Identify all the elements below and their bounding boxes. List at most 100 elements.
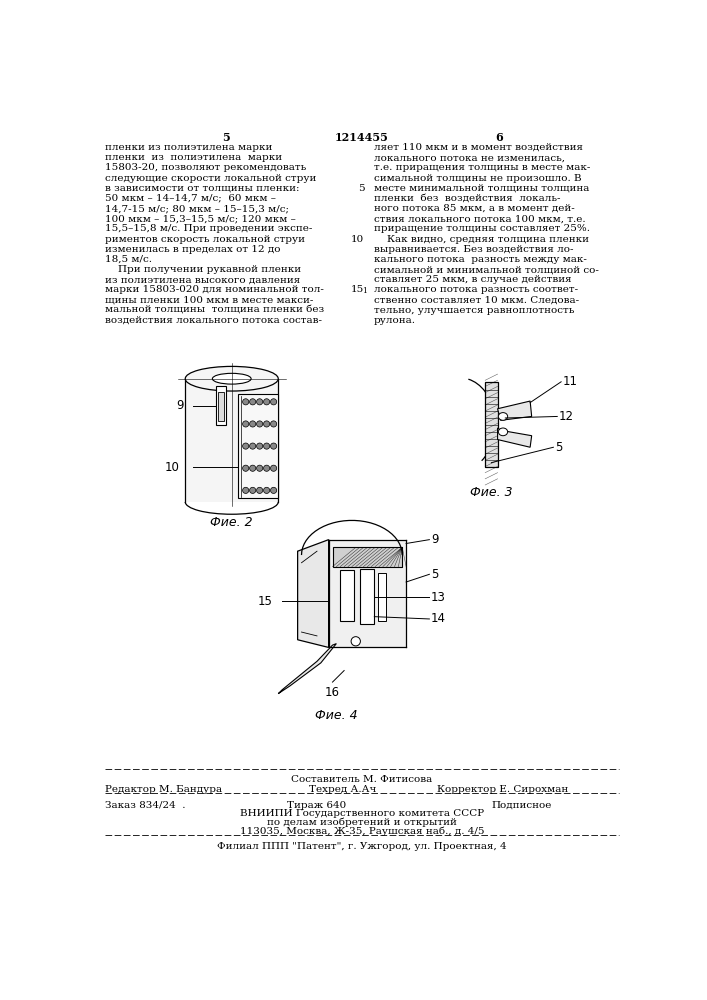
Circle shape [243, 443, 249, 449]
Text: по делам изобретений и открытий: по делам изобретений и открытий [267, 818, 457, 827]
Circle shape [257, 399, 263, 405]
Text: 11: 11 [563, 375, 578, 388]
Text: Фиe. 2: Фиe. 2 [211, 516, 253, 529]
Text: Тираж 640: Тираж 640 [287, 801, 346, 810]
Circle shape [250, 465, 256, 471]
Text: ственно составляет 10 мкм. Следова-: ственно составляет 10 мкм. Следова- [373, 296, 579, 305]
Circle shape [257, 465, 263, 471]
Circle shape [243, 421, 249, 427]
Text: Составитель М. Фитисова: Составитель М. Фитисова [291, 775, 433, 784]
Text: риментов скорость локальной струи: риментов скорость локальной струи [105, 235, 305, 244]
Circle shape [243, 465, 249, 471]
Circle shape [243, 487, 249, 493]
Circle shape [264, 487, 270, 493]
Text: 18,5 м/с.: 18,5 м/с. [105, 255, 153, 264]
Text: следующие скорости локальной струи: следующие скорости локальной струи [105, 174, 317, 183]
Text: марки 15803-020 для номинальной тол-: марки 15803-020 для номинальной тол- [105, 285, 325, 294]
Bar [329, 540, 406, 647]
Text: ставляет 25 мкм, в случае действия: ставляет 25 мкм, в случае действия [373, 275, 571, 284]
Text: мальной толщины  толщина пленки без: мальной толщины толщина пленки без [105, 306, 325, 315]
Polygon shape [298, 540, 329, 647]
Text: ного потока 85 мкм, а в момент дей-: ного потока 85 мкм, а в момент дей- [373, 204, 574, 213]
Text: 5: 5 [431, 568, 438, 581]
Text: 9: 9 [176, 399, 184, 412]
Text: симальной толщины не произошло. В: симальной толщины не произошло. В [373, 174, 581, 183]
Polygon shape [498, 428, 532, 447]
Circle shape [264, 421, 270, 427]
Text: Фиe. 3: Фиe. 3 [470, 486, 513, 499]
Circle shape [243, 399, 249, 405]
Text: рулона.: рулона. [373, 316, 416, 325]
Text: локального потока разность соответ-: локального потока разность соответ- [373, 285, 578, 294]
Text: месте минимальной толщины толщина: месте минимальной толщины толщина [373, 184, 589, 193]
Text: Филиал ППП "Патент", г. Ужгород, ул. Проектная, 4: Филиал ППП "Патент", г. Ужгород, ул. Про… [217, 842, 507, 851]
Circle shape [250, 399, 256, 405]
Text: 5: 5 [555, 441, 562, 454]
Text: симальной и минимальной толщиной со-: симальной и минимальной толщиной со- [373, 265, 598, 274]
Circle shape [257, 487, 263, 493]
Bar [218, 392, 224, 421]
Circle shape [271, 399, 276, 405]
Circle shape [257, 421, 263, 427]
Text: из полиэтилена высокого давления: из полиэтилена высокого давления [105, 275, 300, 284]
Text: приращение толщины составляет 25%.: приращение толщины составляет 25%. [373, 224, 590, 233]
Text: тельно, улучшается равноплотность: тельно, улучшается равноплотность [373, 306, 574, 315]
Ellipse shape [212, 373, 251, 384]
Text: 14,7-15 м/с; 80 мкм – 15–15,3 м/с;: 14,7-15 м/с; 80 мкм – 15–15,3 м/с; [105, 204, 289, 213]
Bar [378, 573, 386, 620]
Polygon shape [498, 401, 532, 420]
Text: 15803-20, позволяют рекомендовать: 15803-20, позволяют рекомендовать [105, 163, 307, 172]
Bar [485, 382, 498, 466]
Circle shape [271, 465, 276, 471]
Text: Фиe. 4: Фиe. 4 [315, 709, 358, 722]
Circle shape [271, 487, 276, 493]
Circle shape [257, 443, 263, 449]
Text: в зависимости от толщины пленки:: в зависимости от толщины пленки: [105, 184, 300, 193]
Text: пленки  без  воздействия  локаль-: пленки без воздействия локаль- [373, 194, 560, 203]
Text: 5: 5 [222, 132, 230, 143]
Text: 15: 15 [351, 285, 364, 294]
Text: 1: 1 [362, 287, 367, 295]
Text: щины пленки 100 мкм в месте макси-: щины пленки 100 мкм в месте макси- [105, 296, 314, 305]
Circle shape [271, 421, 276, 427]
Text: 10: 10 [351, 235, 364, 244]
Text: 113035, Москва, Ж-35, Раушская наб., д. 4/5: 113035, Москва, Ж-35, Раушская наб., д. … [240, 826, 484, 836]
Circle shape [250, 421, 256, 427]
Bar [216, 386, 226, 425]
Circle shape [250, 443, 256, 449]
Circle shape [264, 399, 270, 405]
Text: пленки из полиэтилена марки: пленки из полиэтилена марки [105, 143, 273, 152]
Text: 1214455: 1214455 [335, 132, 389, 143]
Text: 6: 6 [495, 132, 503, 143]
Text: пленки  из  полиэтилена  марки: пленки из полиэтилена марки [105, 153, 283, 162]
Text: ВНИИПИ Государственного комитета СССР: ВНИИПИ Государственного комитета СССР [240, 809, 484, 818]
Circle shape [250, 487, 256, 493]
Text: 9: 9 [431, 533, 438, 546]
Text: локального потока не изменилась,: локального потока не изменилась, [373, 153, 565, 162]
Text: 5: 5 [358, 184, 364, 193]
Text: 10: 10 [165, 461, 180, 474]
Ellipse shape [185, 366, 279, 391]
Text: При получении рукавной пленки: При получении рукавной пленки [105, 265, 302, 274]
Text: Редактор М. Бандура: Редактор М. Бандура [105, 785, 223, 794]
Circle shape [271, 443, 276, 449]
Bar [340, 570, 354, 620]
Circle shape [264, 465, 270, 471]
Text: 13: 13 [431, 591, 446, 604]
Ellipse shape [498, 428, 508, 436]
Text: Подписное: Подписное [491, 801, 551, 810]
Text: 15,5–15,8 м/с. При проведении экспе-: 15,5–15,8 м/с. При проведении экспе- [105, 224, 312, 233]
Bar [238, 394, 279, 498]
Text: ляет 110 мкм и в момент воздействия: ляет 110 мкм и в момент воздействия [373, 143, 583, 152]
Text: 16: 16 [325, 686, 340, 699]
Text: т.е. приращения толщины в месте мак-: т.е. приращения толщины в месте мак- [373, 163, 590, 172]
Text: 100 мкм – 15,3–15,5 м/с; 120 мкм –: 100 мкм – 15,3–15,5 м/с; 120 мкм – [105, 214, 296, 223]
Text: 50 мкм – 14–14,7 м/с;  60 мкм –: 50 мкм – 14–14,7 м/с; 60 мкм – [105, 194, 276, 203]
Text: Как видно, средняя толщина пленки: Как видно, средняя толщина пленки [373, 235, 588, 244]
Text: ствия локального потока 100 мкм, т.е.: ствия локального потока 100 мкм, т.е. [373, 214, 585, 223]
Text: Техред А.Ач: Техред А.Ач [309, 785, 377, 794]
Text: выравнивается. Без воздействия ло-: выравнивается. Без воздействия ло- [373, 245, 573, 254]
Text: воздействия локального потока состав-: воздействия локального потока состав- [105, 316, 322, 325]
Text: 14: 14 [431, 612, 446, 625]
Text: изменилась в пределах от 12 до: изменилась в пределах от 12 до [105, 245, 281, 254]
